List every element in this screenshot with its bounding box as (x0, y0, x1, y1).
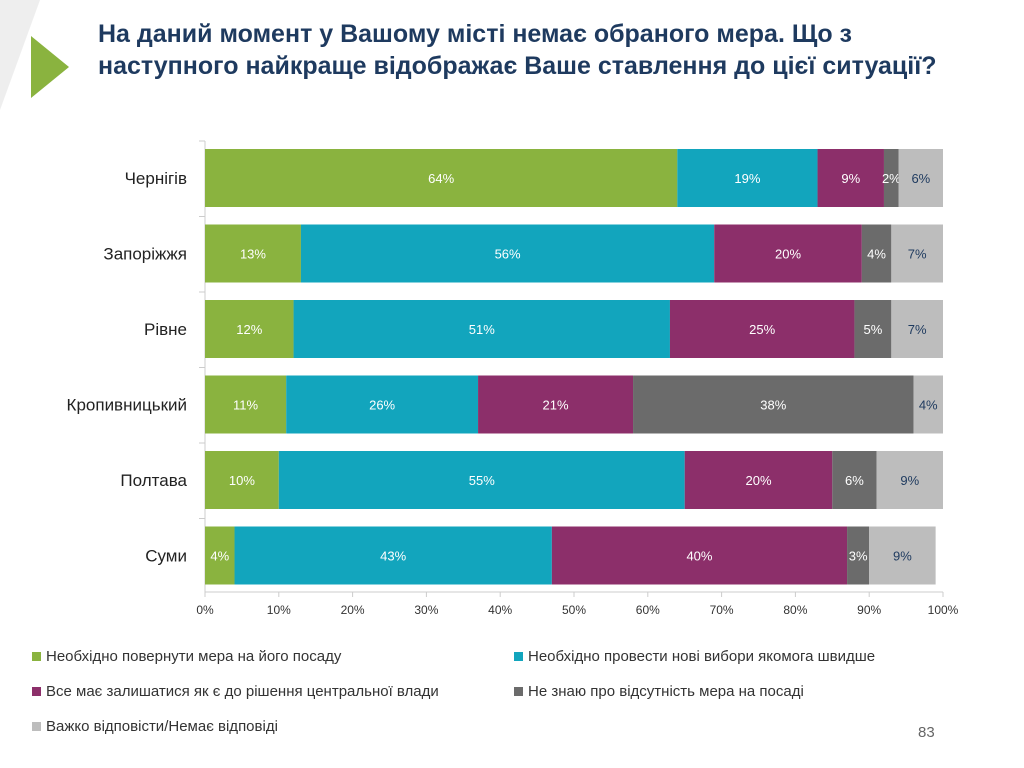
x-tick-label: 20% (341, 603, 365, 617)
bar-segment (891, 300, 943, 358)
bar-segment (293, 300, 670, 358)
data-label: 43% (380, 549, 406, 564)
data-label: 13% (240, 247, 266, 262)
data-label: 21% (543, 398, 569, 413)
bar-segment (913, 375, 943, 434)
legend-swatch (514, 652, 523, 661)
data-label: 6% (911, 171, 930, 186)
data-label: 38% (760, 398, 786, 413)
bar-segment (869, 526, 936, 585)
legend-swatch (32, 722, 41, 731)
data-label: 20% (775, 247, 801, 262)
bar-segment (278, 451, 685, 509)
bar-segment (478, 375, 634, 434)
bar-segment (898, 149, 943, 207)
legend-item: Не знаю про відсутність мера на посаді (514, 683, 804, 700)
bar-segment (891, 224, 943, 283)
bar-segment (633, 375, 914, 434)
bar-segment (876, 451, 943, 509)
category-label: Кропивницький (67, 396, 187, 415)
legend-item: Необхідно повернути мера на його посаду (32, 648, 341, 665)
category-label: Чернігів (125, 169, 187, 188)
bar-segment (861, 224, 892, 283)
bar-segment (205, 375, 287, 434)
bar-segment (684, 451, 833, 509)
bar-segment (847, 526, 870, 585)
x-tick-label: 30% (414, 603, 438, 617)
chart-legend: Необхідно повернути мера на його посаду Н… (32, 648, 972, 748)
legend-swatch (32, 687, 41, 696)
x-tick-label: 10% (267, 603, 291, 617)
x-tick-label: 60% (636, 603, 660, 617)
bar-segment (551, 526, 848, 585)
legend-item: Все має залишатися як є до рішення центр… (32, 683, 439, 700)
legend-label: Все має залишатися як є до рішення центр… (46, 683, 439, 700)
data-label: 4% (210, 549, 229, 564)
data-label: 5% (863, 322, 882, 337)
legend-swatch (32, 652, 41, 661)
data-label: 2% (882, 171, 901, 186)
bar-segment (883, 149, 899, 207)
bar-segment (205, 526, 235, 585)
data-label: 6% (845, 473, 864, 488)
bar-segment (286, 375, 479, 434)
data-label: 7% (908, 322, 927, 337)
data-label: 9% (841, 171, 860, 186)
x-tick-label: 40% (488, 603, 512, 617)
data-label: 12% (236, 322, 262, 337)
legend-label: Необхідно повернути мера на його посаду (46, 648, 342, 665)
bar-segment (205, 149, 678, 207)
legend-item: Важко відповісти/Немає відповіді (32, 718, 278, 735)
legend-label: Не знаю про відсутність мера на посаді (528, 683, 804, 700)
x-tick-label: 90% (857, 603, 881, 617)
category-label: Суми (145, 547, 187, 566)
data-label: 20% (745, 473, 771, 488)
data-label: 11% (233, 398, 258, 413)
data-label: 40% (686, 549, 712, 564)
bar-segment (854, 300, 892, 358)
bar-segment (677, 149, 818, 207)
category-label: Рівне (144, 320, 187, 339)
bar-segment (714, 224, 862, 283)
data-label: 9% (900, 473, 919, 488)
data-label: 55% (469, 473, 495, 488)
data-label: 64% (428, 171, 454, 186)
x-tick-label: 50% (562, 603, 586, 617)
bar-segment (832, 451, 877, 509)
category-label: Полтава (120, 471, 187, 490)
data-label: 3% (849, 549, 868, 564)
x-tick-label: 100% (928, 603, 959, 617)
x-tick-label: 70% (710, 603, 734, 617)
legend-swatch (514, 687, 523, 696)
bar-segment (205, 300, 294, 358)
legend-label: Необхідно провести нові вибори якомога ш… (528, 648, 876, 665)
page-number: 83 (918, 724, 935, 741)
data-label: 4% (867, 247, 886, 262)
data-label: 25% (749, 322, 775, 337)
x-tick-label: 0% (196, 603, 214, 617)
category-label: Запоріжжя (103, 245, 187, 264)
bar-segment (817, 149, 884, 207)
play-arrow-icon (31, 36, 69, 98)
bar-segment (205, 451, 279, 509)
stacked-bar-chart: Чернігів 64% 19% 9% 2% 6% Запоріжжя 13% 56% 20% 4%… (67, 140, 959, 617)
data-label: 19% (734, 171, 760, 186)
legend-label: Важко відповісти/Немає відповіді (46, 718, 278, 735)
bar-segment (300, 224, 715, 283)
page-title: На даний момент у Вашому місті немає обр… (98, 20, 937, 80)
bar-segment (234, 526, 552, 585)
data-label: 26% (369, 398, 395, 413)
data-label: 10% (229, 473, 255, 488)
bar-segment (205, 224, 301, 283)
legend-item: Необхідно провести нові вибори якомога ш… (514, 648, 875, 665)
x-tick-label: 80% (783, 603, 807, 617)
data-label: 4% (919, 398, 938, 413)
data-label: 7% (908, 247, 927, 262)
data-label: 51% (469, 322, 495, 337)
bar-segment (669, 300, 855, 358)
data-label: 56% (495, 247, 521, 262)
data-label: 9% (893, 549, 912, 564)
